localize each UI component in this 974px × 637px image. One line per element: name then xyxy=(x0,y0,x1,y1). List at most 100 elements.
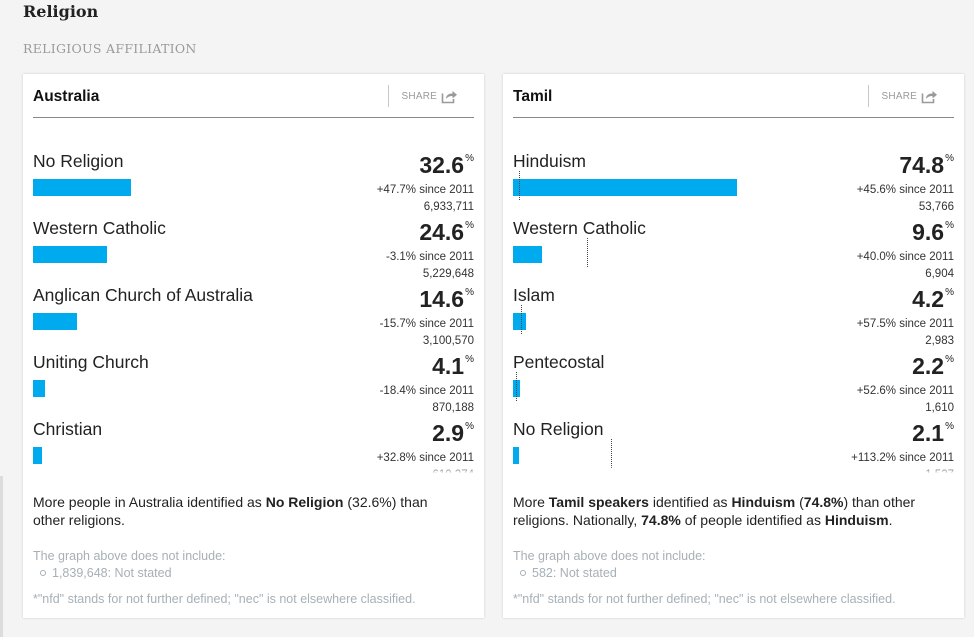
religion-label: Islam xyxy=(513,285,555,305)
percent-bar xyxy=(33,447,42,464)
bullet-icon xyxy=(40,570,46,576)
religion-row: Hinduism 74.8% +45.6% since 2011 53,766 xyxy=(513,146,954,213)
bullet-icon xyxy=(520,570,526,576)
percent-value: 2.1 xyxy=(912,420,945,446)
share-arrow-icon xyxy=(441,90,457,103)
percent-value: 24.6 xyxy=(419,219,465,245)
section-title: Religion xyxy=(23,2,99,21)
share-button[interactable]: SHARE xyxy=(867,85,938,107)
percent-bar xyxy=(33,313,77,330)
excluded-item-label: 1,839,648: Not stated xyxy=(52,566,172,580)
list-fade xyxy=(503,466,964,474)
religion-percent: 2.9% xyxy=(432,420,474,447)
summary-text: More Tamil speakers identified as Hindui… xyxy=(513,494,916,528)
percent-bar xyxy=(33,380,46,397)
people-count: 6,933,711 xyxy=(423,201,474,213)
religion-row: Anglican Church of Australia 14.6% -15.7% … xyxy=(33,280,474,347)
percent-value: 32.6 xyxy=(419,152,465,178)
percent-unit: % xyxy=(465,220,474,231)
change-since-2011: -3.1% since 2011 xyxy=(385,251,474,263)
religion-percent: 74.8% xyxy=(899,152,954,179)
religion-list: Hinduism 74.8% +45.6% since 2011 53,766 West… xyxy=(513,146,954,473)
percent-bar xyxy=(513,313,526,330)
change-since-2011: -18.4% since 2011 xyxy=(379,385,474,397)
religion-percent: 14.6% xyxy=(419,286,474,313)
percent-value: 9.6 xyxy=(912,219,945,245)
percent-unit: % xyxy=(945,421,954,432)
religion-percent: 4.2% xyxy=(912,286,954,313)
percent-unit: % xyxy=(465,354,474,365)
change-since-2011: +113.2% since 2011 xyxy=(851,452,954,464)
card-header: Tamil SHARE xyxy=(513,74,954,118)
national-average-marker xyxy=(516,372,518,401)
percent-unit: % xyxy=(945,220,954,231)
excluded-item: 582: Not stated xyxy=(520,566,617,580)
change-since-2011: -15.7% since 2011 xyxy=(379,318,474,330)
national-average-marker xyxy=(586,238,588,267)
religion-row: Uniting Church 4.1% -18.4% since 2011 870,1… xyxy=(33,347,474,414)
change-since-2011: +32.8% since 2011 xyxy=(376,452,474,464)
footnote: *"nfd" stands for not further defined; "… xyxy=(33,592,416,606)
share-label: SHARE xyxy=(401,90,437,102)
percent-unit: % xyxy=(465,421,474,432)
card-australia: Australia SHARE No Religion 32.6% +47.7% s… xyxy=(23,74,484,618)
religion-percent: 24.6% xyxy=(419,219,474,246)
percent-bar xyxy=(33,179,131,196)
religion-label: Anglican Church of Australia xyxy=(33,285,253,305)
religion-label: Pentecostal xyxy=(513,352,605,372)
share-button[interactable]: SHARE xyxy=(387,85,458,107)
people-count: 1,610 xyxy=(925,402,954,414)
percent-value: 2.2 xyxy=(912,353,945,379)
religion-row: Western Catholic 24.6% -3.1% since 2011 5,2… xyxy=(33,213,474,280)
percent-bar xyxy=(513,179,738,196)
religion-percent: 2.2% xyxy=(912,353,954,380)
percent-unit: % xyxy=(465,287,474,298)
percent-value: 74.8 xyxy=(899,152,945,178)
national-average-marker xyxy=(520,305,522,334)
religion-row: Islam 4.2% +57.5% since 2011 2,983 xyxy=(513,280,954,347)
religion-row: Western Catholic 9.6% +40.0% since 2011 6,9… xyxy=(513,213,954,280)
footnote: *"nfd" stands for not further defined; "… xyxy=(513,592,896,606)
change-since-2011: +47.7% since 2011 xyxy=(376,184,474,196)
card-title: Tamil xyxy=(513,88,553,105)
list-fade xyxy=(23,466,484,474)
religion-percent: 2.1% xyxy=(912,420,954,447)
excluded-title: The graph above does not include: xyxy=(513,549,706,563)
religion-percent: 4.1% xyxy=(432,353,474,380)
page-edge xyxy=(0,476,3,637)
change-since-2011: +57.5% since 2011 xyxy=(856,318,954,330)
percent-unit: % xyxy=(945,354,954,365)
percent-bar xyxy=(513,447,520,464)
change-since-2011: +45.6% since 2011 xyxy=(856,184,954,196)
people-count: 6,904 xyxy=(925,268,954,280)
card-header: Australia SHARE xyxy=(33,74,474,118)
people-count: 3,100,570 xyxy=(422,335,474,347)
religion-row: Pentecostal 2.2% +52.6% since 2011 1,610 xyxy=(513,347,954,414)
percent-value: 14.6 xyxy=(419,286,465,312)
percent-value: 2.9 xyxy=(432,420,465,446)
change-since-2011: +40.0% since 2011 xyxy=(856,251,954,263)
card-tamil: Tamil SHARE Hinduism 74.8% +45.6% since 20… xyxy=(503,74,964,618)
religion-label: No Religion xyxy=(33,151,124,171)
percent-bar xyxy=(33,246,107,263)
percent-unit: % xyxy=(465,153,474,164)
summary-text: More people in Australia identified as N… xyxy=(33,494,428,528)
people-count: 2,983 xyxy=(925,335,954,347)
percent-value: 4.1 xyxy=(432,353,465,379)
share-label: SHARE xyxy=(881,90,917,102)
national-average-marker xyxy=(610,439,612,468)
excluded-item-label: 582: Not stated xyxy=(532,566,617,580)
change-since-2011: +52.6% since 2011 xyxy=(856,385,954,397)
religion-percent: 32.6% xyxy=(419,152,474,179)
religion-label: Christian xyxy=(33,419,103,439)
share-arrow-icon xyxy=(921,90,937,103)
religion-label: No Religion xyxy=(513,419,604,439)
religion-label: Uniting Church xyxy=(33,352,149,372)
percent-unit: % xyxy=(945,287,954,298)
people-count: 5,229,648 xyxy=(422,268,474,280)
religion-label: Western Catholic xyxy=(33,218,166,238)
excluded-title: The graph above does not include: xyxy=(33,549,226,563)
excluded-item: 1,839,648: Not stated xyxy=(40,566,172,580)
